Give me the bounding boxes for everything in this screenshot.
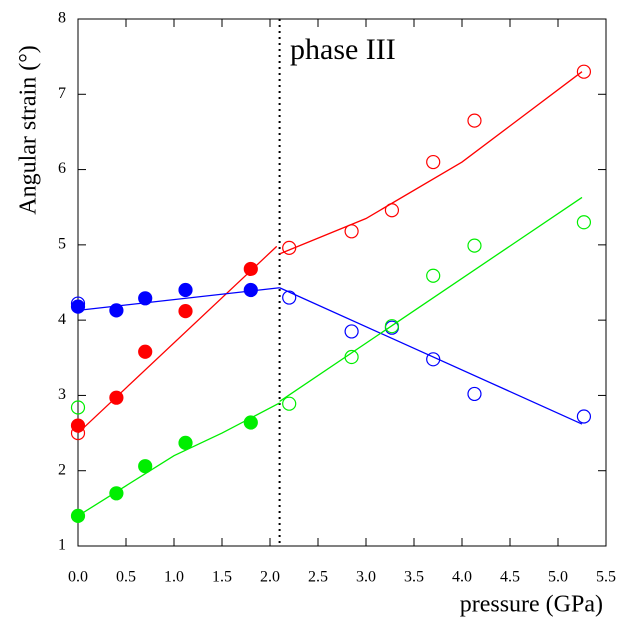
plot-frame: [77, 18, 607, 547]
x-tick-label: 5.5: [596, 569, 616, 586]
y-tick-label: 5: [58, 236, 66, 253]
x-tick-label: 0.5: [116, 569, 136, 586]
fit-line: [279, 196, 583, 402]
open-point: [384, 319, 400, 334]
fit-line: [77, 402, 280, 517]
x-tick-label: 1.5: [212, 569, 232, 586]
x-tick-label: 3.0: [356, 569, 376, 586]
open-point: [426, 154, 441, 170]
y-tick-label: 7: [58, 85, 66, 102]
open-point: [344, 324, 359, 339]
y-tick-label: 2: [58, 461, 66, 478]
fit-line: [279, 71, 583, 255]
y-tick-label: 1: [58, 537, 66, 554]
fit-line: [77, 245, 278, 434]
filled-point: [138, 291, 153, 306]
filled-point: [70, 418, 86, 433]
filled-point: [138, 344, 153, 359]
x-tick-label: 4.0: [452, 569, 472, 586]
open-point: [576, 409, 592, 424]
fit-line: [77, 287, 280, 312]
fit-line: [279, 287, 583, 425]
open-point: [282, 290, 297, 305]
open-point: [70, 400, 86, 415]
x-tick-label: 1.0: [164, 569, 184, 586]
x-axis-label: pressure (GPa): [460, 592, 603, 618]
y-tick-label: 6: [58, 160, 66, 177]
y-tick-label: 3: [58, 386, 66, 403]
y-tick-label: 8: [58, 10, 66, 27]
open-point: [576, 215, 592, 230]
x-tick-label: 0.0: [68, 569, 88, 586]
filled-point: [243, 261, 258, 277]
annotation: phase III: [290, 33, 396, 66]
open-point: [282, 396, 297, 411]
x-tick-label: 3.5: [404, 569, 424, 586]
y-axis-label: Angular strain (°): [16, 45, 42, 215]
x-tick-label: 2.5: [308, 569, 328, 586]
filled-point: [178, 282, 193, 298]
x-tick-label: 2.0: [260, 569, 280, 586]
filled-point: [178, 304, 193, 319]
filled-point: [178, 435, 193, 450]
filled-point: [70, 299, 86, 314]
open-point: [70, 425, 86, 441]
filled-point: [138, 459, 153, 474]
x-tick-label: 5.0: [548, 569, 568, 586]
open-point: [467, 113, 482, 128]
open-point: [426, 268, 441, 283]
open-point: [576, 64, 592, 79]
filled-point: [109, 303, 124, 318]
open-point: [467, 238, 482, 253]
x-tick-label: 4.5: [500, 569, 520, 586]
y-tick-label: 4: [58, 311, 66, 328]
open-point: [467, 386, 482, 402]
